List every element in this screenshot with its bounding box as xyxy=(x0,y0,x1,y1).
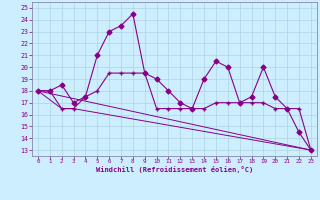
X-axis label: Windchill (Refroidissement éolien,°C): Windchill (Refroidissement éolien,°C) xyxy=(96,166,253,173)
